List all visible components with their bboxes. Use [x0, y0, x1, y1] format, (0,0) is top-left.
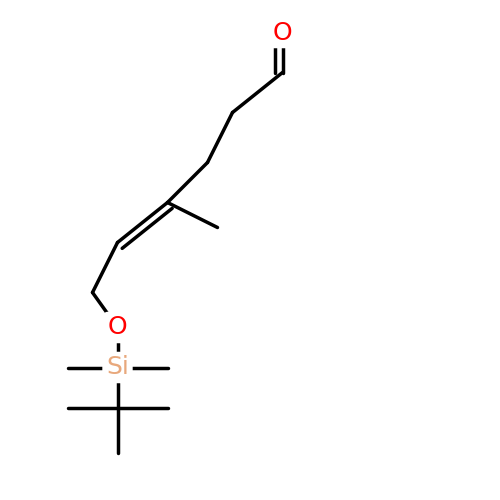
- Text: O: O: [108, 316, 128, 340]
- Text: Si: Si: [106, 356, 129, 380]
- Text: O: O: [272, 20, 292, 44]
